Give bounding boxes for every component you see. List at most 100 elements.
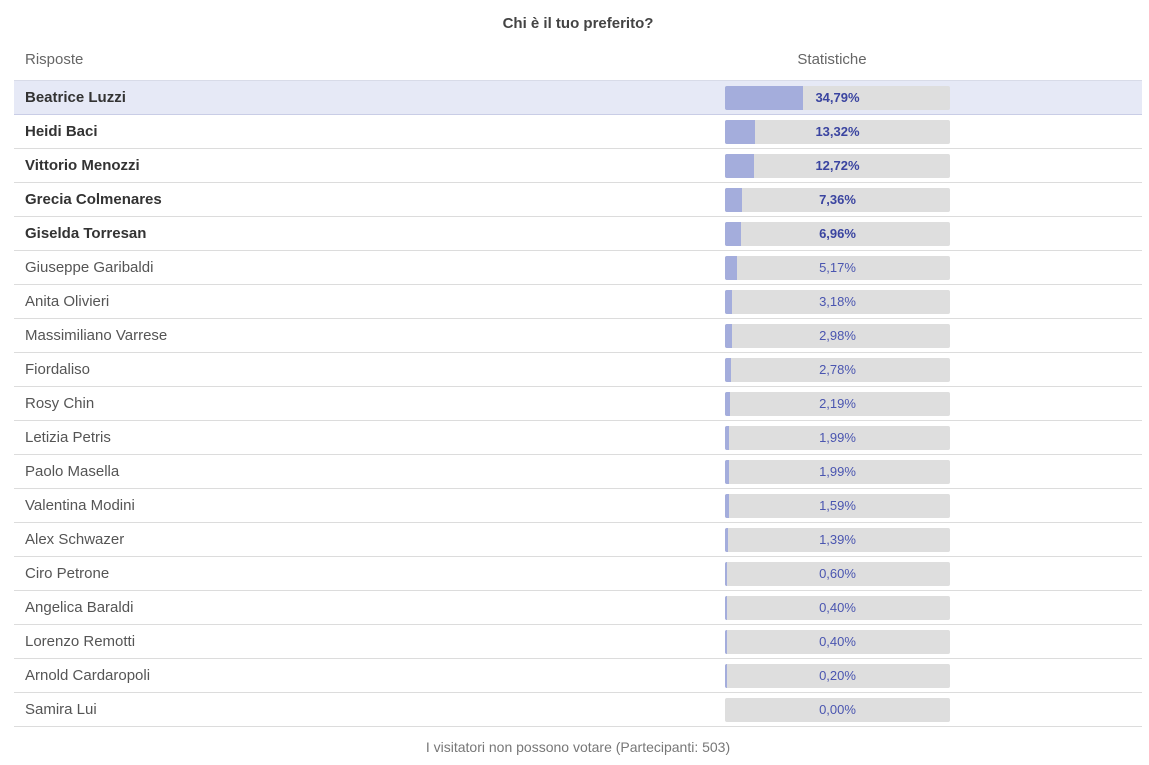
answer-name: Massimiliano Varrese <box>25 327 168 344</box>
poll-result-row: Paolo Masella 1,99% <box>14 455 1142 489</box>
poll-result-row: Ciro Petrone 0,60% <box>14 557 1142 591</box>
percent-bar: 1,99% <box>725 425 950 450</box>
poll-title: Chi è il tuo preferito? <box>502 15 654 32</box>
poll-results-list: Beatrice Luzzi 34,79% Heidi Baci 13,32% Vitt… <box>14 81 1142 727</box>
answer-name: Fiordaliso <box>25 361 91 378</box>
percent-label: 6,96% <box>819 225 856 241</box>
poll-result-row: Alex Schwazer 1,39% <box>14 523 1142 557</box>
percent-bar-fill <box>725 153 754 178</box>
poll-result-row: Grecia Colmenares 7,36% <box>14 183 1142 217</box>
percent-bar: 0,20% <box>725 663 950 688</box>
percent-bar-fill <box>725 85 804 110</box>
poll-result-row: Massimiliano Varrese 2,98% <box>14 319 1142 353</box>
percent-label: 0,60% <box>819 565 856 581</box>
percent-bar: 0,00% <box>725 697 950 722</box>
poll-result-row: Valentina Modini 1,59% <box>14 489 1142 523</box>
answer-name: Samira Lui <box>25 701 97 718</box>
percent-label: 13,32% <box>815 123 860 139</box>
percent-bar-fill <box>725 663 727 688</box>
answer-name: Giuseppe Garibaldi <box>25 259 154 276</box>
answer-name: Beatrice Luzzi <box>25 89 126 106</box>
percent-label: 2,19% <box>819 395 856 411</box>
percent-bar-fill <box>725 221 741 246</box>
percent-bar-fill <box>725 425 730 450</box>
percent-label: 2,78% <box>819 361 856 377</box>
percent-label: 12,72% <box>815 157 860 173</box>
answer-name: Rosy Chin <box>25 395 95 412</box>
percent-bar: 1,59% <box>725 493 950 518</box>
poll-result-row: Lorenzo Remotti 0,40% <box>14 625 1142 659</box>
percent-label: 0,20% <box>819 667 856 683</box>
percent-label: 0,00% <box>819 701 856 717</box>
answers-column-header: Risposte <box>25 51 84 68</box>
percent-bar-fill <box>725 561 727 586</box>
percent-label: 0,40% <box>819 599 856 615</box>
percent-bar-fill <box>725 357 732 382</box>
stats-column-header: Statistiche <box>797 51 867 68</box>
poll-result-row: Samira Lui 0,00% <box>14 693 1142 727</box>
percent-bar: 1,99% <box>725 459 950 484</box>
percent-bar: 5,17% <box>725 255 950 280</box>
percent-bar-fill <box>725 187 742 212</box>
percent-bar: 6,96% <box>725 221 950 246</box>
percent-bar-fill <box>725 527 729 552</box>
percent-bar-fill <box>725 119 755 144</box>
answer-name: Lorenzo Remotti <box>25 633 136 650</box>
percent-bar: 2,98% <box>725 323 950 348</box>
percent-label: 3,18% <box>819 293 856 309</box>
percent-bar: 7,36% <box>725 187 950 212</box>
answer-name: Anita Olivieri <box>25 293 110 310</box>
percent-bar: 12,72% <box>725 153 950 178</box>
poll-result-row: Arnold Cardaropoli 0,20% <box>14 659 1142 693</box>
answer-name: Ciro Petrone <box>25 565 110 582</box>
poll-result-row: Letizia Petris 1,99% <box>14 421 1142 455</box>
answer-name: Heidi Baci <box>25 123 98 140</box>
answer-name: Valentina Modini <box>25 497 135 514</box>
percent-bar-fill <box>725 629 727 654</box>
answer-name: Alex Schwazer <box>25 531 125 548</box>
percent-label: 1,99% <box>819 429 856 445</box>
poll-header: Risposte Statistiche <box>14 39 1142 81</box>
poll-widget: Chi è il tuo preferito? Risposte Statist… <box>14 0 1142 755</box>
percent-bar: 0,40% <box>725 629 950 654</box>
percent-label: 5,17% <box>819 259 856 275</box>
percent-label: 2,98% <box>819 327 856 343</box>
poll-result-row: Fiordaliso 2,78% <box>14 353 1142 387</box>
poll-result-row: Giuseppe Garibaldi 5,17% <box>14 251 1142 285</box>
poll-result-row: Giselda Torresan 6,96% <box>14 217 1142 251</box>
percent-bar: 13,32% <box>725 119 950 144</box>
poll-result-row: Heidi Baci 13,32% <box>14 115 1142 149</box>
percent-label: 1,99% <box>819 463 856 479</box>
percent-bar: 3,18% <box>725 289 950 314</box>
poll-result-row: Angelica Baraldi 0,40% <box>14 591 1142 625</box>
percent-bar-fill <box>725 289 733 314</box>
percent-bar: 0,60% <box>725 561 950 586</box>
answer-name: Vittorio Menozzi <box>25 157 140 174</box>
percent-bar-fill <box>725 595 727 620</box>
percent-label: 1,39% <box>819 531 856 547</box>
percent-bar-fill <box>725 391 730 416</box>
percent-bar: 1,39% <box>725 527 950 552</box>
percent-bar: 2,78% <box>725 357 950 382</box>
poll-result-row: Vittorio Menozzi 12,72% <box>14 149 1142 183</box>
answer-name: Angelica Baraldi <box>25 599 134 616</box>
answer-name: Letizia Petris <box>25 429 111 446</box>
percent-label: 0,40% <box>819 633 856 649</box>
poll-result-row: Anita Olivieri 3,18% <box>14 285 1142 319</box>
percent-bar: 34,79% <box>725 85 950 110</box>
percent-bar: 2,19% <box>725 391 950 416</box>
answer-name: Paolo Masella <box>25 463 120 480</box>
answer-name: Giselda Torresan <box>25 225 147 242</box>
poll-result-row: Rosy Chin 2,19% <box>14 387 1142 421</box>
percent-label: 34,79% <box>815 89 860 105</box>
answer-name: Grecia Colmenares <box>25 191 162 208</box>
percent-label: 7,36% <box>819 191 856 207</box>
percent-label: 1,59% <box>819 497 856 513</box>
poll-result-row: Beatrice Luzzi 34,79% <box>14 81 1142 115</box>
poll-footer-note: I visitatori non possono votare (Parteci… <box>425 739 731 755</box>
percent-bar-fill <box>725 255 737 280</box>
percent-bar-fill <box>725 493 729 518</box>
percent-bar-fill <box>725 323 732 348</box>
percent-bar: 0,40% <box>725 595 950 620</box>
percent-bar-fill <box>725 459 730 484</box>
